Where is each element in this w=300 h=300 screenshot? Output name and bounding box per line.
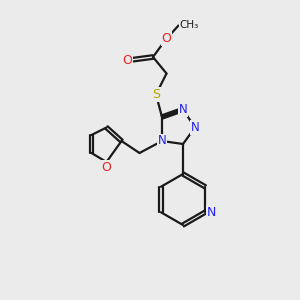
Text: N: N xyxy=(178,103,188,116)
Text: O: O xyxy=(162,32,171,46)
Text: CH₃: CH₃ xyxy=(179,20,199,31)
Text: N: N xyxy=(158,134,166,148)
Text: O: O xyxy=(122,53,132,67)
Text: O: O xyxy=(102,161,111,174)
Text: N: N xyxy=(207,206,216,219)
Text: S: S xyxy=(152,88,160,101)
Text: N: N xyxy=(190,121,200,134)
